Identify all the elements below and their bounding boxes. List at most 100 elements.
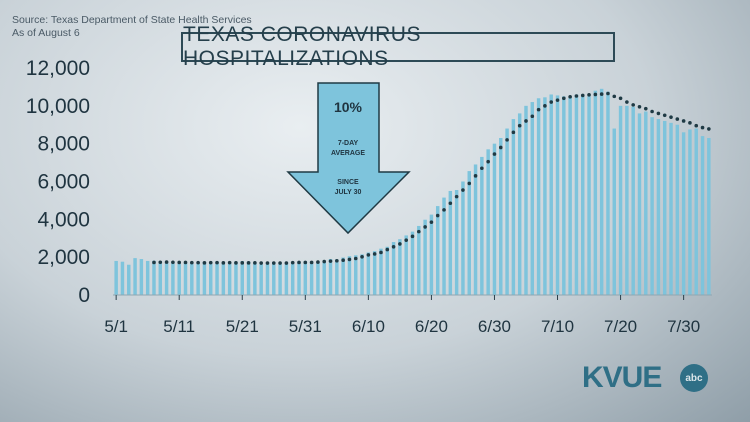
bar xyxy=(454,190,459,295)
bar xyxy=(133,258,137,295)
down-arrow xyxy=(286,82,411,235)
average-dot xyxy=(366,253,371,257)
bar xyxy=(171,261,175,295)
bar xyxy=(303,261,308,295)
x-tick-label: 5/1 xyxy=(104,317,128,336)
bar xyxy=(505,128,509,295)
bar xyxy=(391,242,396,295)
average-dot xyxy=(694,123,699,128)
x-tick-label: 6/20 xyxy=(415,317,448,336)
average-dot xyxy=(240,261,245,265)
y-tick-label: 12,000 xyxy=(26,57,90,80)
average-dot xyxy=(429,220,434,224)
average-dot xyxy=(625,100,629,104)
average-dot xyxy=(372,252,377,256)
bar xyxy=(644,111,648,295)
average-dot xyxy=(454,194,459,199)
average-dot xyxy=(423,225,427,229)
y-tick-label: 0 xyxy=(78,284,90,307)
y-tick-label: 4,000 xyxy=(37,208,90,231)
bar xyxy=(372,251,377,295)
average-dot xyxy=(442,208,446,212)
annotation-metric: 7-DAY xyxy=(338,140,359,147)
average-dot xyxy=(360,254,364,259)
average-dot xyxy=(398,242,402,246)
average-dot xyxy=(410,234,415,239)
average-dot xyxy=(473,174,478,178)
average-dot xyxy=(385,247,390,252)
bar xyxy=(297,261,301,295)
average-dot xyxy=(253,261,257,265)
bar xyxy=(240,261,244,295)
average-dot xyxy=(536,107,541,112)
network-badge: abc xyxy=(680,364,708,392)
bar xyxy=(694,128,698,295)
bar xyxy=(202,262,207,295)
bar xyxy=(158,261,163,295)
bar xyxy=(707,137,711,295)
y-tick-label: 10,000 xyxy=(26,95,90,118)
average-dot xyxy=(656,111,661,116)
bar xyxy=(177,263,181,295)
bar xyxy=(486,149,490,295)
bar xyxy=(681,132,686,295)
x-tick-label: 5/21 xyxy=(226,317,259,336)
bar xyxy=(650,117,654,295)
bar xyxy=(581,94,585,295)
average-dot xyxy=(562,96,566,101)
average-dot xyxy=(524,119,528,123)
average-dot xyxy=(221,261,226,265)
bar xyxy=(480,156,484,295)
average-dot xyxy=(517,123,522,128)
bar xyxy=(114,260,118,295)
bar xyxy=(246,261,251,295)
average-dot xyxy=(662,113,667,118)
bar xyxy=(461,181,465,295)
bar xyxy=(322,261,326,295)
bar xyxy=(587,96,591,295)
average-dot xyxy=(259,261,263,265)
average-dot xyxy=(435,213,440,218)
y-tick-label: 2,000 xyxy=(37,246,90,269)
bar xyxy=(675,124,680,295)
bar xyxy=(631,106,635,295)
bar xyxy=(183,262,188,295)
bar xyxy=(272,262,276,295)
date-note: As of August 6 xyxy=(12,27,80,39)
bar xyxy=(555,95,560,295)
bar xyxy=(347,256,352,295)
station-logo: KVUE abc xyxy=(582,360,712,396)
bar xyxy=(700,136,705,295)
average-dot xyxy=(322,259,327,264)
x-tick-label: 5/31 xyxy=(289,317,322,336)
average-dot xyxy=(637,104,642,109)
average-dot xyxy=(568,94,572,99)
average-dot xyxy=(303,260,308,265)
average-dot xyxy=(650,109,654,114)
average-dot xyxy=(543,104,547,108)
average-dot xyxy=(417,229,421,234)
average-dot xyxy=(606,91,610,96)
average-dot xyxy=(347,257,352,262)
average-dot xyxy=(341,258,345,262)
average-dot xyxy=(587,93,591,97)
average-dot xyxy=(379,250,383,255)
average-dot xyxy=(700,125,705,130)
bar xyxy=(164,262,169,295)
annotation-percent: 10% xyxy=(334,99,363,115)
bar xyxy=(120,261,125,295)
average-dot xyxy=(234,261,238,265)
average-dot xyxy=(599,92,604,96)
average-dot xyxy=(297,260,301,265)
bar xyxy=(599,88,604,295)
average-dot xyxy=(391,244,396,249)
bar xyxy=(448,190,453,295)
bar xyxy=(215,261,219,295)
bar xyxy=(562,96,566,295)
average-dot xyxy=(631,103,635,107)
average-dot xyxy=(486,159,490,164)
average-dot xyxy=(208,260,213,265)
bar xyxy=(328,259,333,295)
average-dot xyxy=(688,121,692,125)
